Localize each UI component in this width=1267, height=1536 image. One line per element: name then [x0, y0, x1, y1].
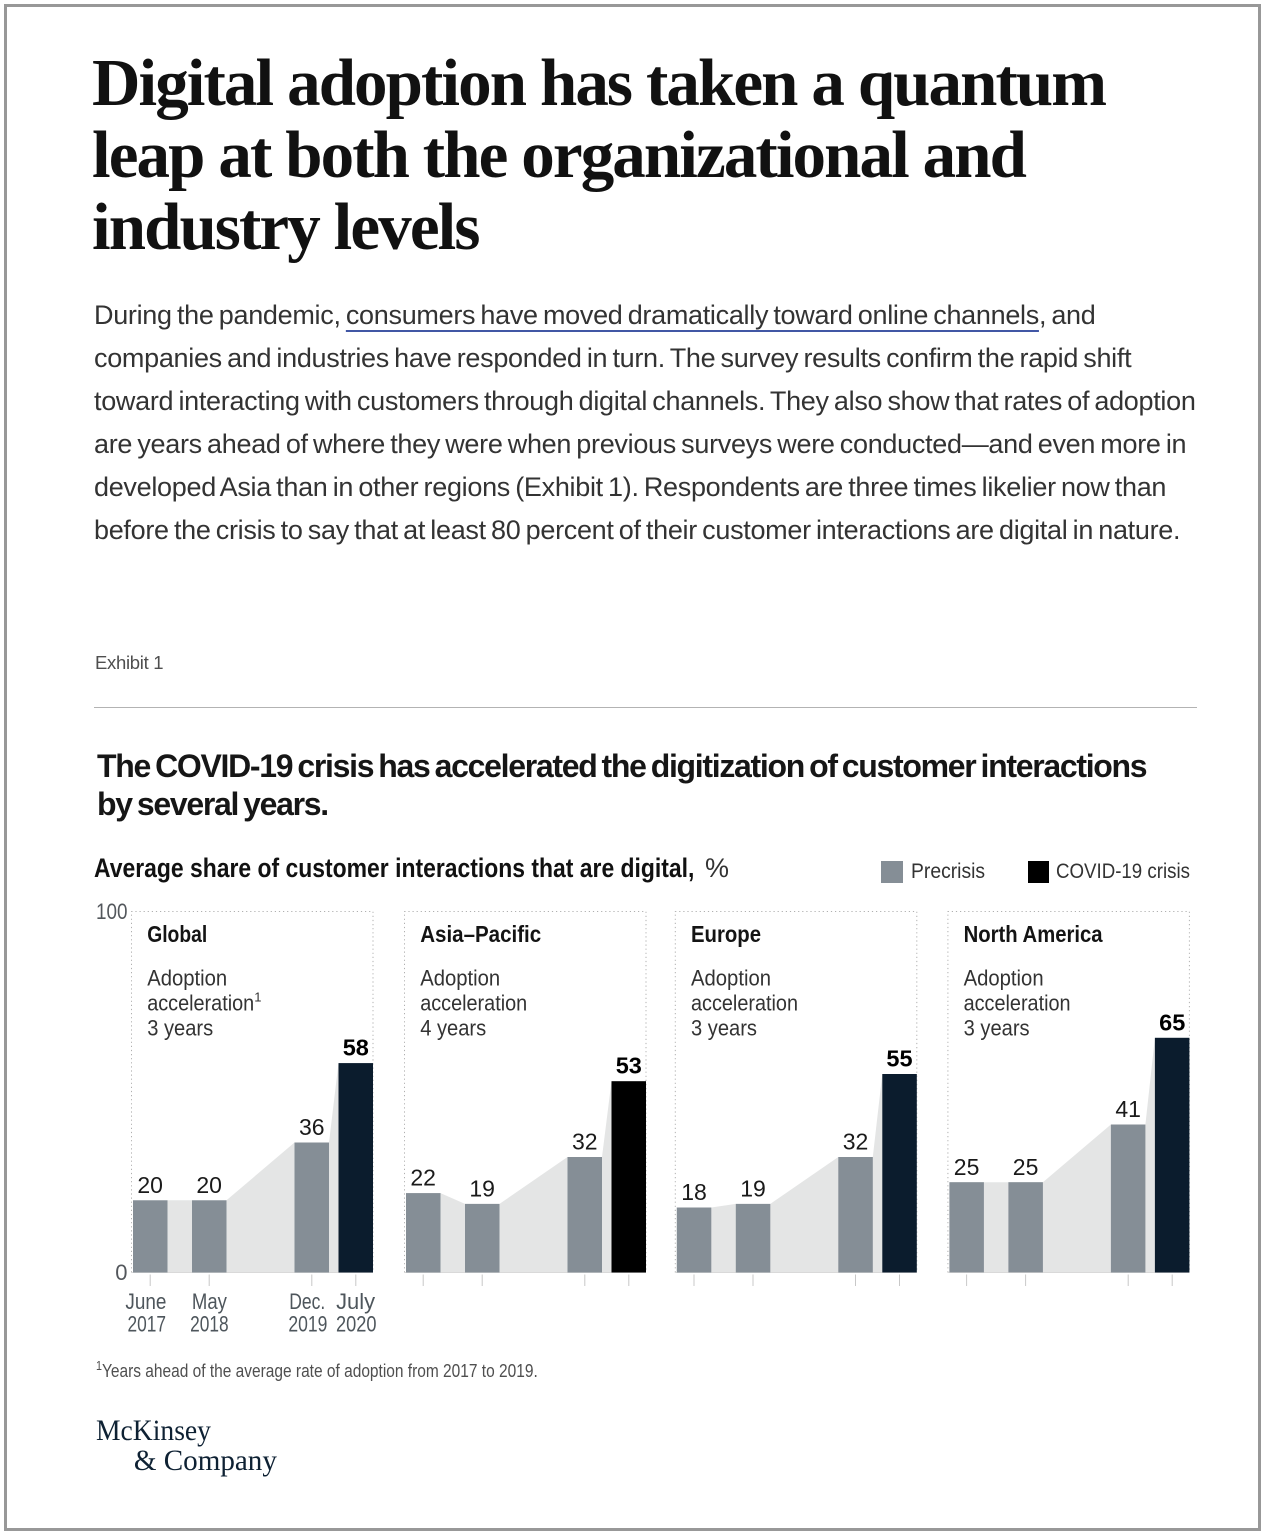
svg-text:acceleration: acceleration [964, 991, 1071, 1016]
svg-text:Global: Global [147, 921, 207, 947]
svg-text:65: 65 [1159, 1009, 1185, 1035]
svg-text:Dec.: Dec. [289, 1289, 325, 1314]
svg-text:Europe: Europe [691, 921, 761, 947]
svg-text:acceleration: acceleration [420, 991, 527, 1016]
svg-text:4 years: 4 years [420, 1016, 486, 1041]
svg-text:19: 19 [740, 1175, 766, 1201]
svg-text:June: June [125, 1289, 166, 1314]
svg-text:41: 41 [1115, 1096, 1141, 1122]
svg-text:25: 25 [1013, 1154, 1039, 1180]
svg-text:32: 32 [572, 1129, 598, 1155]
svg-text:2020: 2020 [336, 1311, 377, 1336]
svg-text:25: 25 [954, 1154, 980, 1180]
svg-text:3 years: 3 years [964, 1016, 1030, 1041]
svg-text:55: 55 [886, 1046, 912, 1072]
svg-text:100: 100 [96, 899, 128, 924]
svg-text:Adoption: Adoption [147, 965, 227, 990]
svg-text:58: 58 [343, 1035, 369, 1061]
svg-text:36: 36 [299, 1114, 325, 1140]
svg-text:2018: 2018 [190, 1311, 229, 1336]
svg-text:32: 32 [843, 1129, 869, 1155]
svg-text:18: 18 [681, 1179, 707, 1205]
svg-text:2017: 2017 [128, 1311, 167, 1336]
svg-text:53: 53 [616, 1053, 642, 1079]
svg-text:2019: 2019 [288, 1311, 327, 1336]
svg-text:May: May [192, 1289, 227, 1314]
svg-text:1: 1 [254, 990, 261, 1005]
svg-text:North America: North America [964, 921, 1103, 947]
svg-text:acceleration: acceleration [147, 991, 254, 1016]
svg-text:July: July [336, 1289, 375, 1314]
svg-text:0: 0 [115, 1260, 127, 1285]
svg-text:Asia–Pacific: Asia–Pacific [420, 921, 541, 947]
svg-text:Adoption: Adoption [420, 965, 500, 990]
svg-text:20: 20 [196, 1172, 222, 1198]
svg-text:22: 22 [410, 1165, 436, 1191]
svg-text:3 years: 3 years [147, 1016, 213, 1041]
svg-text:Adoption: Adoption [964, 965, 1044, 990]
svg-text:acceleration: acceleration [691, 991, 798, 1016]
svg-text:3 years: 3 years [691, 1016, 757, 1041]
svg-text:19: 19 [469, 1175, 495, 1201]
svg-text:Adoption: Adoption [691, 965, 771, 990]
svg-text:20: 20 [137, 1172, 163, 1198]
